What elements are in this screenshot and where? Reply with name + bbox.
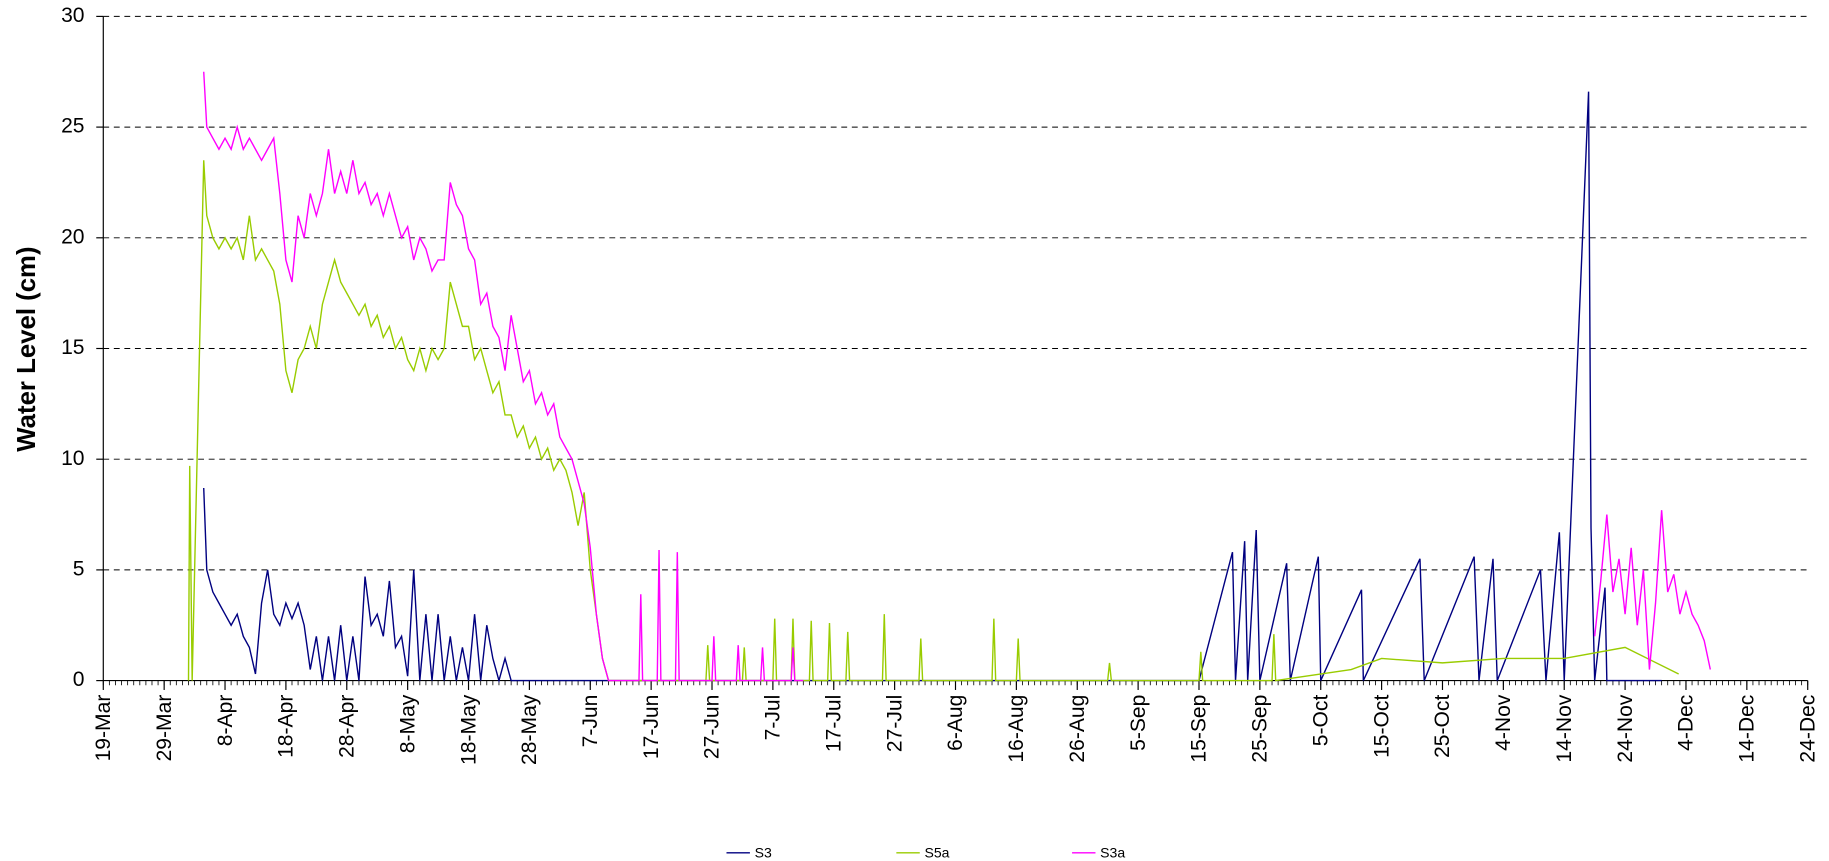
x-tick-label: 27-Jul [883, 695, 906, 752]
legend-label: S5a [924, 845, 949, 861]
x-tick-label: 28-May [518, 694, 541, 765]
legend-label: S3 [755, 845, 772, 861]
x-tick-label: 17-Jul [822, 695, 845, 752]
y-tick-label: 0 [73, 668, 85, 691]
x-tick-label: 29-Mar [153, 695, 176, 762]
x-tick-label: 26-Aug [1066, 695, 1089, 763]
x-tick-label: 5-Oct [1309, 695, 1332, 747]
x-tick-label: 8-May [396, 694, 419, 753]
x-tick-label: 5-Sep [1127, 695, 1150, 751]
x-tick-label: 7-Jun [579, 695, 602, 748]
series-line [203, 91, 1662, 684]
x-tick-label: 15-Sep [1188, 695, 1211, 763]
legend-label: S3a [1100, 845, 1125, 861]
x-tick-label: 28-Apr [336, 695, 359, 758]
x-tick-label: 7-Jul [762, 695, 785, 741]
x-tick-label: 8-Apr [214, 695, 237, 747]
x-tick-label: 16-Aug [1005, 695, 1028, 763]
x-tick-label: 18-May [457, 694, 480, 765]
y-tick-label: 20 [61, 225, 84, 248]
x-tick-label: 14-Nov [1553, 694, 1576, 762]
x-tick-label: 25-Oct [1431, 695, 1454, 758]
x-tick-label: 4-Dec [1675, 695, 1698, 751]
x-tick-label: 19-Mar [92, 695, 115, 762]
x-tick-label: 4-Nov [1492, 694, 1515, 751]
y-tick-label: 25 [61, 115, 84, 138]
x-tick-label: 18-Apr [275, 695, 298, 758]
series-line [203, 71, 804, 682]
series-line [187, 160, 1679, 682]
x-tick-label: 15-Oct [1370, 695, 1393, 758]
y-axis-label: Water Level (cm) [13, 246, 41, 451]
x-tick-label: 24-Dec [1796, 695, 1819, 763]
x-tick-label: 25-Sep [1249, 695, 1272, 763]
x-tick-label: 6-Aug [944, 695, 967, 751]
y-tick-label: 10 [61, 447, 84, 470]
y-tick-label: 5 [73, 557, 85, 580]
x-tick-label: 27-Jun [701, 695, 724, 759]
series-line [1593, 510, 1712, 670]
y-tick-label: 30 [61, 4, 84, 27]
y-tick-label: 15 [61, 336, 84, 359]
x-tick-label: 17-Jun [640, 695, 663, 759]
x-tick-label: 24-Nov [1614, 694, 1637, 762]
x-tick-label: 14-Dec [1736, 695, 1759, 763]
